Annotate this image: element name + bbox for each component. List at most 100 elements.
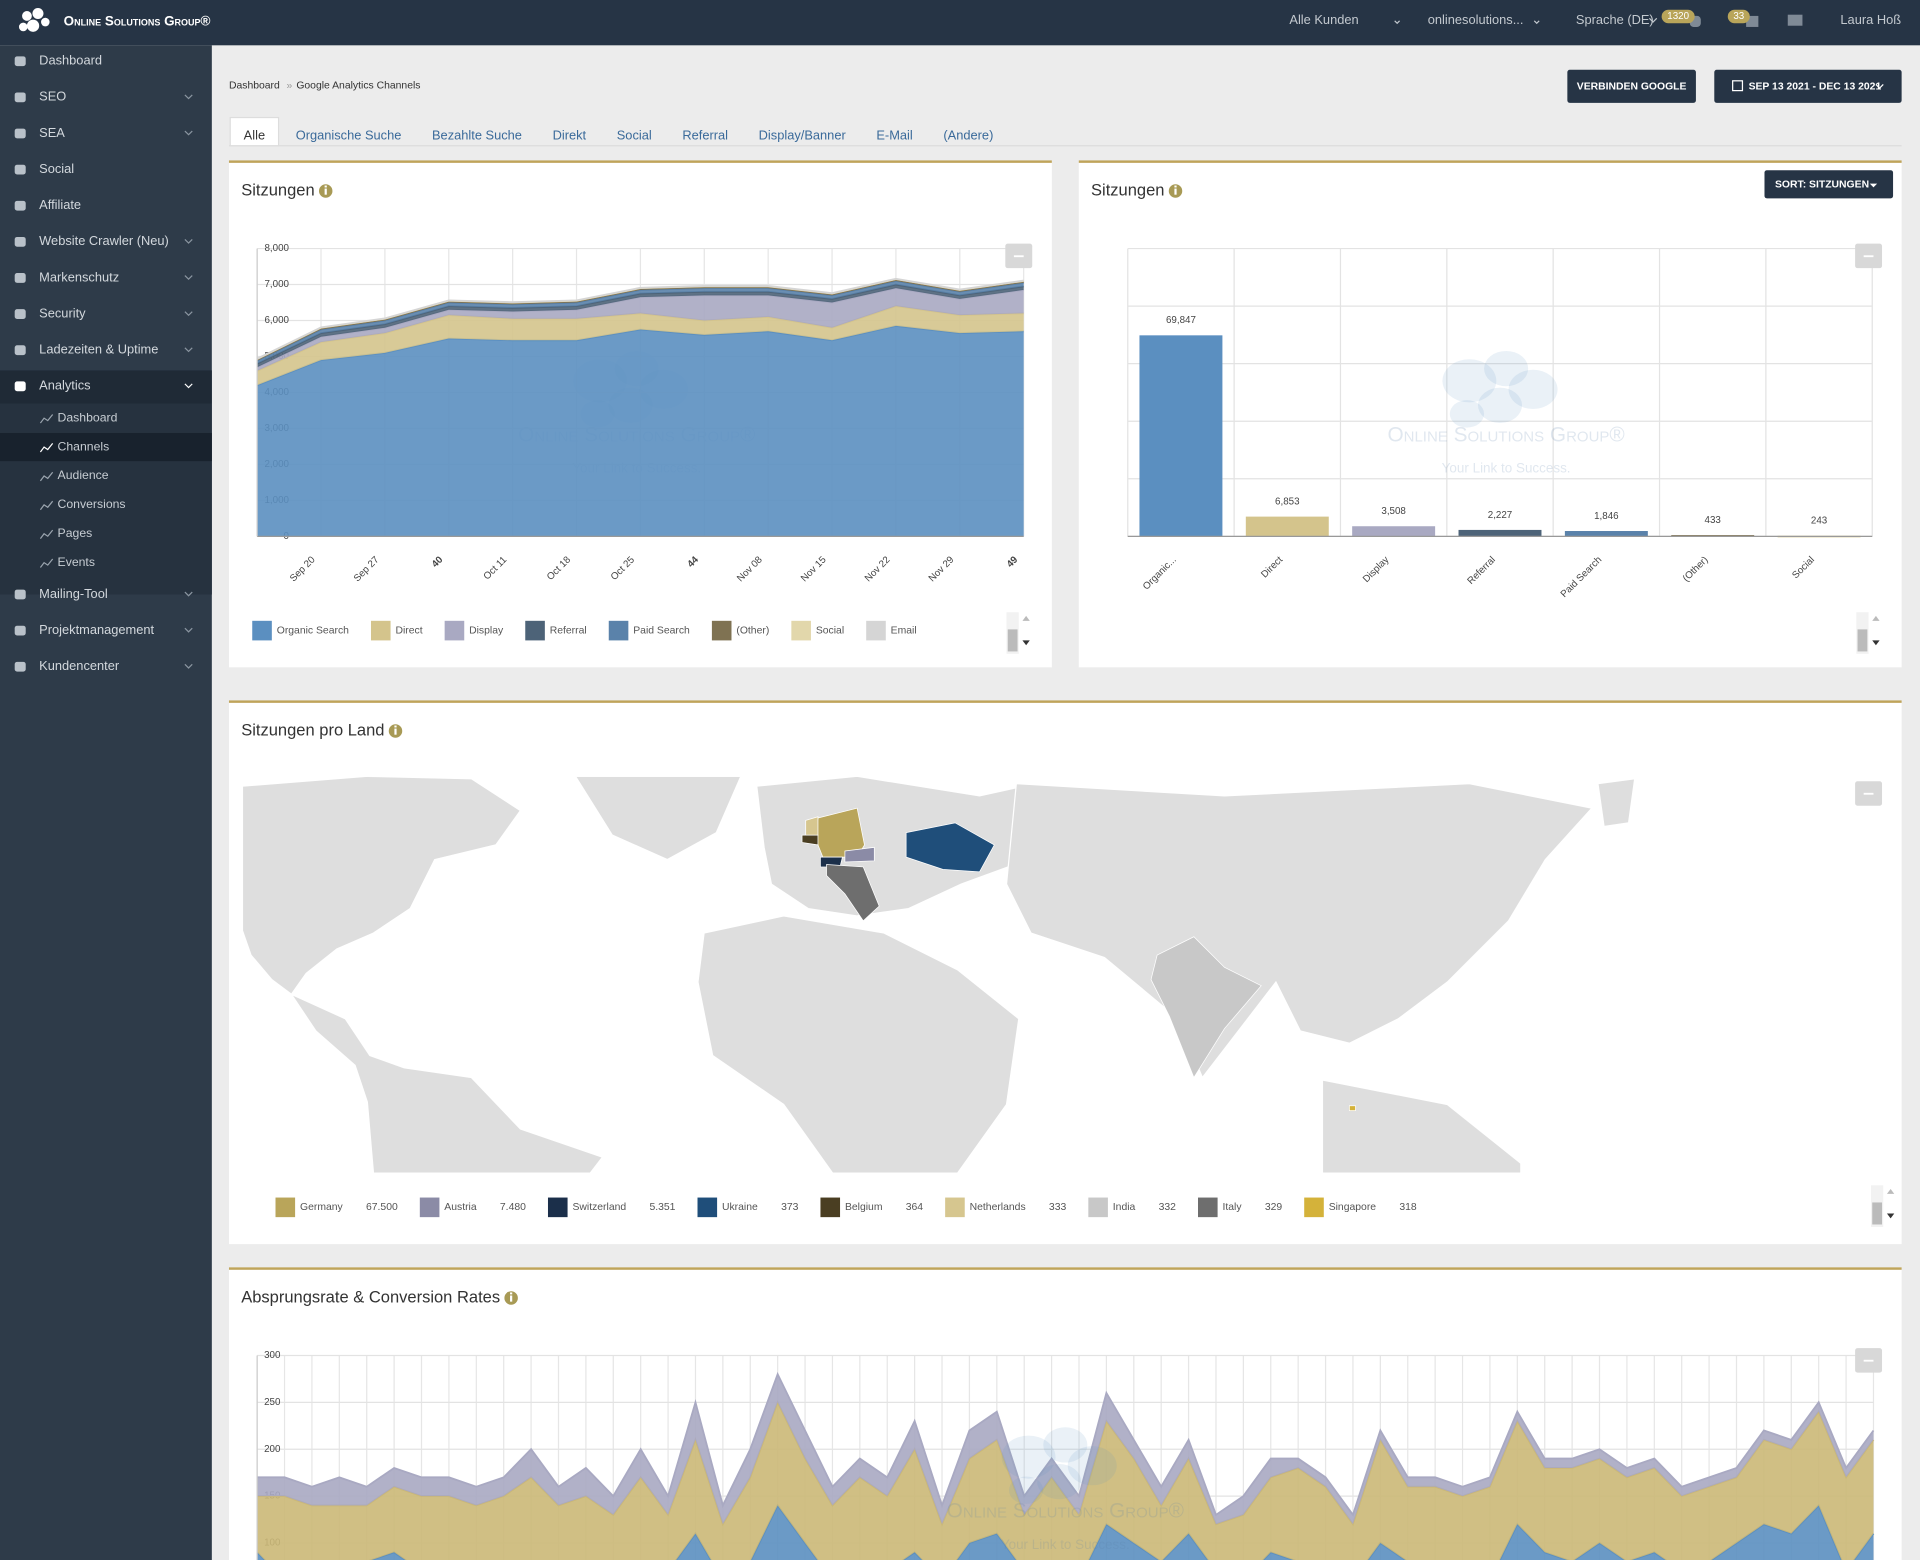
nav-item[interactable]: Affiliate [39,197,81,212]
legend-label[interactable]: Singapore [1329,1202,1377,1213]
nav-item[interactable]: Kundencenter [39,658,120,673]
bar[interactable] [1458,529,1542,537]
legend-swatch[interactable] [697,1197,718,1218]
legend-swatch[interactable] [820,1197,841,1218]
nav-item[interactable]: Ladezeiten & Uptime [39,342,158,357]
sort-label[interactable]: SORT: SITZUNGEN [1775,180,1869,191]
legend-swatch[interactable] [608,620,629,641]
scroll-down[interactable] [1022,640,1030,646]
country[interactable] [844,846,875,863]
nav-item[interactable]: Website Crawler (Neu) [39,233,169,248]
scroll-down[interactable] [1872,640,1880,646]
legend-swatch[interactable] [275,1197,296,1218]
legend-label[interactable]: Display [469,625,504,636]
info-icon-glyph [1174,188,1177,195]
legend-swatch[interactable] [525,620,545,641]
subnav-item[interactable]: Dashboard [58,410,118,424]
tab[interactable]: E-Mail [876,127,912,142]
tab[interactable]: Organische Suche [296,127,402,142]
legend-swatch[interactable] [547,1197,568,1218]
chevron [184,238,193,244]
legend-swatch[interactable] [791,620,811,641]
tab[interactable]: Social [617,127,652,142]
legend-swatch[interactable] [866,620,886,641]
tab[interactable]: (Andere) [943,127,993,142]
legend-label[interactable]: Netherlands [970,1202,1026,1213]
legend-label[interactable]: Paid Search [633,625,690,636]
legend-swatch[interactable] [1198,1197,1218,1218]
legend-label[interactable]: Germany [300,1202,344,1213]
scroll-up[interactable] [1886,1188,1895,1194]
connect-button[interactable] [1567,69,1696,103]
nav-item[interactable]: Markenschutz [39,269,119,284]
legend-swatch[interactable] [419,1197,440,1218]
subnav-item[interactable]: Audience [58,468,109,482]
nav-item[interactable]: SEO [39,89,66,104]
country[interactable] [1349,1105,1356,1111]
date-range[interactable]: SEP 13 2021 - DEC 13 2021 [1749,82,1882,93]
legend-label[interactable]: (Other) [736,625,769,636]
country[interactable] [826,864,880,922]
bar[interactable] [1139,335,1223,537]
legend-value: 329 [1265,1202,1283,1213]
legend-label[interactable]: Austria [444,1202,477,1213]
legend-label[interactable]: Belgium [845,1202,883,1213]
legend-label[interactable]: Italy [1222,1202,1242,1213]
legend-label[interactable]: Direct [395,625,422,636]
country[interactable] [905,822,995,873]
tab[interactable]: Direkt [553,127,587,142]
subnav-item[interactable]: Pages [58,526,93,540]
domain-select[interactable]: onlinesolutions... [1428,12,1524,27]
brand[interactable]: Online Solutions Group® [64,14,211,29]
tab[interactable]: Bezahlte Suche [432,127,522,142]
nav-item[interactable]: Security [39,305,86,320]
subnav-item[interactable]: Channels [58,439,110,453]
subnav-item[interactable]: Events [58,555,95,569]
legend-swatch[interactable] [711,620,732,641]
user-name[interactable]: Laura Hoß [1840,12,1901,27]
nav-item[interactable]: Social [39,161,74,176]
date-button[interactable] [1714,69,1902,103]
legend-label[interactable]: India [1113,1202,1136,1213]
nav-icon [14,309,26,319]
legend-label[interactable]: Referral [550,625,587,636]
bar[interactable] [1352,526,1436,537]
sort-button[interactable] [1764,170,1894,199]
tab[interactable]: Display/Banner [759,127,847,142]
legend-label[interactable]: Ukraine [722,1202,758,1213]
bar[interactable] [1564,531,1648,537]
legend-label[interactable]: Switzerland [572,1202,626,1213]
mail-icon[interactable] [1787,14,1803,26]
scroll-up[interactable] [1022,615,1030,621]
connect-label[interactable]: VERBINDEN GOOGLE [1577,82,1687,93]
tab[interactable]: Alle [244,127,265,142]
nav-item[interactable]: SEA [39,125,65,140]
legend-swatch[interactable] [1088,1197,1108,1218]
legend-swatch[interactable] [1304,1197,1324,1218]
tab[interactable]: Referral [682,127,728,142]
subnav-item[interactable]: Conversions [58,497,126,511]
y-tick-label: 300 [264,1350,281,1361]
legend-swatch[interactable] [444,620,465,641]
legend-label[interactable]: Email [891,625,917,636]
task-icon[interactable] [1746,15,1759,27]
land [1005,783,1594,1079]
nav-item[interactable]: Analytics [39,378,90,393]
customer-select[interactable]: Alle Kunden [1289,12,1358,27]
bar[interactable] [1245,516,1329,537]
scroll-down[interactable] [1886,1213,1895,1219]
panel-title: Sitzungen [241,180,314,199]
nav-item[interactable]: Projektmanagement [39,622,154,637]
scroll-up[interactable] [1872,615,1880,621]
country[interactable] [805,816,819,836]
nav-item[interactable]: Mailing-Tool [39,586,108,601]
language-select[interactable]: Sprache (DE) [1576,12,1654,27]
legend-swatch[interactable] [252,620,272,641]
legend-swatch[interactable] [370,620,391,641]
legend-label[interactable]: Social [816,625,844,636]
country[interactable] [1150,936,1262,1079]
legend-label[interactable]: Organic Search [277,625,349,636]
legend-swatch[interactable] [945,1197,965,1218]
nav-item[interactable]: Dashboard [39,53,102,68]
breadcrumb[interactable]: Dashboard [229,80,280,91]
